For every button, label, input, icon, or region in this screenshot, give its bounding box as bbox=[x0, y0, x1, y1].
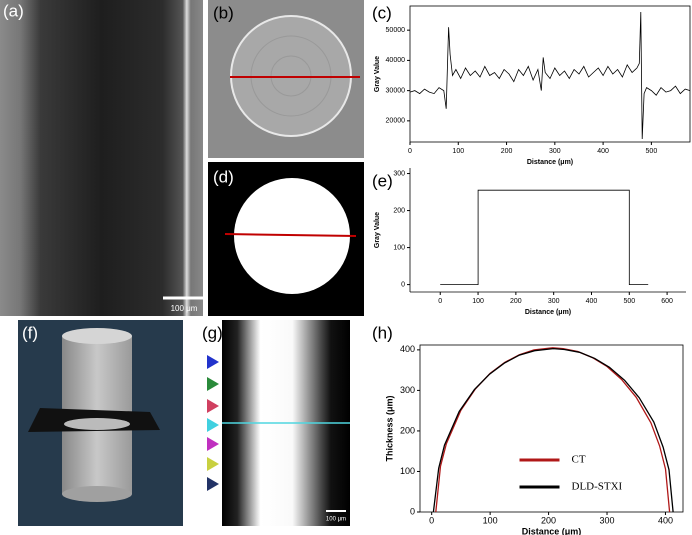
x-axis-label: Distance (μm) bbox=[527, 159, 573, 166]
x-tick-label: 100 bbox=[452, 148, 464, 155]
x-axis-label: Distance (μm) bbox=[525, 309, 571, 316]
data-line bbox=[440, 189, 649, 285]
y-axis-label: Gray Value bbox=[374, 56, 381, 92]
y-axis-label: Gray Value bbox=[374, 212, 381, 248]
y-tick-label: 100 bbox=[400, 466, 415, 476]
x-tick-label: 0 bbox=[429, 515, 434, 525]
x-tick-label: 300 bbox=[548, 298, 560, 305]
markers bbox=[207, 355, 219, 491]
panel-label: (f) bbox=[22, 323, 38, 342]
cylinder-bottom bbox=[62, 486, 132, 502]
profile-line bbox=[224, 233, 357, 237]
slice-section bbox=[64, 418, 130, 430]
y-tick-label: 40000 bbox=[386, 57, 406, 64]
panel-label: (d) bbox=[213, 167, 234, 186]
cylinder-top bbox=[62, 328, 132, 344]
y-tick-label: 200 bbox=[393, 207, 405, 214]
x-tick-label: 500 bbox=[623, 298, 635, 305]
y-tick-label: 200 bbox=[400, 425, 415, 435]
x-tick-label: 400 bbox=[597, 148, 609, 155]
legend-label: CT bbox=[572, 454, 586, 466]
y-tick-label: 50000 bbox=[386, 27, 406, 34]
panel-label: (a) bbox=[3, 1, 24, 20]
panel-label: (e) bbox=[372, 171, 393, 190]
y-tick-label: 400 bbox=[400, 344, 415, 354]
data-line bbox=[409, 11, 691, 140]
y-tick-label: 0 bbox=[410, 506, 415, 516]
legend-label: DLD-STXI bbox=[572, 481, 623, 493]
x-tick-label: 200 bbox=[501, 148, 513, 155]
panel-label: (b) bbox=[213, 3, 234, 22]
y-tick-label: 30000 bbox=[386, 87, 406, 94]
x-tick-label: 200 bbox=[541, 515, 556, 525]
x-tick-label: 400 bbox=[586, 298, 598, 305]
x-tick-label: 300 bbox=[549, 148, 561, 155]
image-a bbox=[0, 0, 203, 316]
x-tick-label: 0 bbox=[408, 148, 412, 155]
y-tick-label: 0 bbox=[401, 281, 405, 288]
panel-label: (c) bbox=[372, 3, 392, 22]
x-tick-label: 200 bbox=[510, 298, 522, 305]
x-tick-label: 0 bbox=[438, 298, 442, 305]
x-axis-label: Distance (μm) bbox=[522, 526, 582, 535]
y-axis-label: Thickness (μm) bbox=[384, 395, 394, 461]
y-tick-label: 100 bbox=[393, 244, 405, 251]
x-tick-label: 500 bbox=[646, 148, 658, 155]
x-tick-label: 400 bbox=[658, 515, 673, 525]
y-tick-label: 300 bbox=[400, 385, 415, 395]
plot-frame bbox=[419, 344, 684, 513]
x-tick-label: 100 bbox=[483, 515, 498, 525]
scale-label: 100 μm bbox=[326, 517, 346, 523]
data-line bbox=[432, 347, 674, 513]
y-tick-label: 300 bbox=[393, 170, 405, 177]
plot-frame bbox=[409, 5, 691, 143]
scale-label: 100 μm bbox=[171, 304, 198, 313]
data-line bbox=[435, 347, 671, 513]
y-tick-label: 20000 bbox=[386, 118, 406, 125]
x-tick-label: 300 bbox=[600, 515, 615, 525]
x-tick-label: 100 bbox=[472, 298, 484, 305]
panel-label: (h) bbox=[372, 323, 393, 342]
panel-label: (g) bbox=[202, 323, 223, 342]
x-tick-label: 600 bbox=[661, 298, 673, 305]
